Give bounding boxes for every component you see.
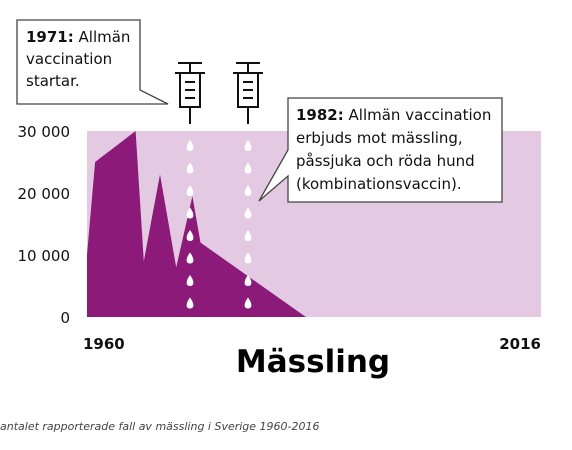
y-tick-label: 20 000	[18, 185, 71, 203]
callout-1982-line-2: erbjuds mot mässling,	[296, 129, 463, 147]
vaccine-drop	[244, 185, 252, 196]
y-tick-label: 30 000	[18, 123, 71, 141]
y-tick-label: 10 000	[18, 247, 71, 265]
area-series	[87, 131, 541, 317]
callout-1971-line-2: vaccination	[26, 50, 112, 68]
vaccine-drop	[244, 162, 252, 174]
callout-1971-line-1: 1971: Allmän	[26, 28, 130, 46]
chart-caption: antalet rapporterade fall av mässling i …	[0, 420, 320, 433]
vaccine-drop	[244, 140, 252, 151]
vaccine-drop	[244, 275, 252, 286]
callout-1982	[258, 97, 503, 203]
vaccine-drop	[244, 297, 252, 309]
vaccine-drop	[186, 297, 194, 309]
callout-1982-line-1: 1982: Allmän vaccination	[296, 106, 491, 124]
callout-1971	[16, 19, 169, 105]
vaccine-drop	[186, 252, 194, 264]
vaccine-drop	[186, 140, 194, 151]
x-end-label: 2016	[499, 335, 541, 353]
x-start-label: 1960	[83, 335, 125, 353]
syringe-icon	[233, 62, 263, 124]
callout-1982-line-3: påssjuka och röda hund	[296, 152, 475, 170]
vaccine-drop	[244, 230, 252, 241]
syringe-icon	[175, 62, 205, 124]
callout-1971-line-3: startar.	[26, 72, 80, 90]
vaccine-drop	[186, 185, 194, 196]
y-tick-label: 0	[60, 309, 70, 327]
vaccine-drop	[244, 252, 252, 264]
vaccine-drop	[186, 230, 194, 241]
chart-title: Mässling	[236, 344, 390, 380]
callout-1982-line-4: (kombinationsvaccin).	[296, 175, 462, 193]
vaccine-drop	[186, 207, 194, 219]
vaccine-drop	[186, 162, 194, 174]
vaccine-drop	[186, 275, 194, 286]
vaccine-drop	[244, 207, 252, 219]
